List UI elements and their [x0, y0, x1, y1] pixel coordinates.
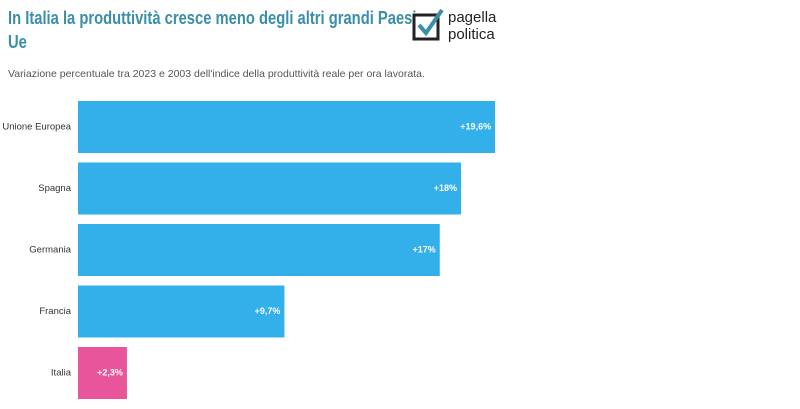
category-label: Unione Europea: [2, 122, 71, 133]
bar: [78, 347, 127, 399]
logo-text: pagella: [448, 9, 497, 26]
category-label: Italia: [51, 368, 72, 379]
bar: [78, 285, 285, 338]
value-label: +2,3%: [97, 367, 123, 377]
category-label: Spagna: [38, 183, 71, 194]
category-label: Francia: [39, 306, 71, 317]
bar: [78, 101, 496, 153]
bar: [78, 162, 462, 215]
logo-text: politica: [448, 26, 495, 43]
category-label: Germania: [29, 245, 71, 256]
logo: pagella politica: [412, 8, 522, 44]
bar: [78, 224, 440, 276]
value-label: +9,7%: [255, 306, 281, 316]
chart-subtitle: Variazione percentuale tra 2023 e 2003 d…: [8, 68, 425, 80]
value-label: +18%: [434, 183, 457, 193]
value-label: +19,6%: [460, 121, 491, 131]
chart-title: In Italia la produttività cresce meno de…: [8, 8, 417, 52]
value-label: +17%: [412, 244, 435, 254]
logo-icon: [412, 8, 444, 41]
